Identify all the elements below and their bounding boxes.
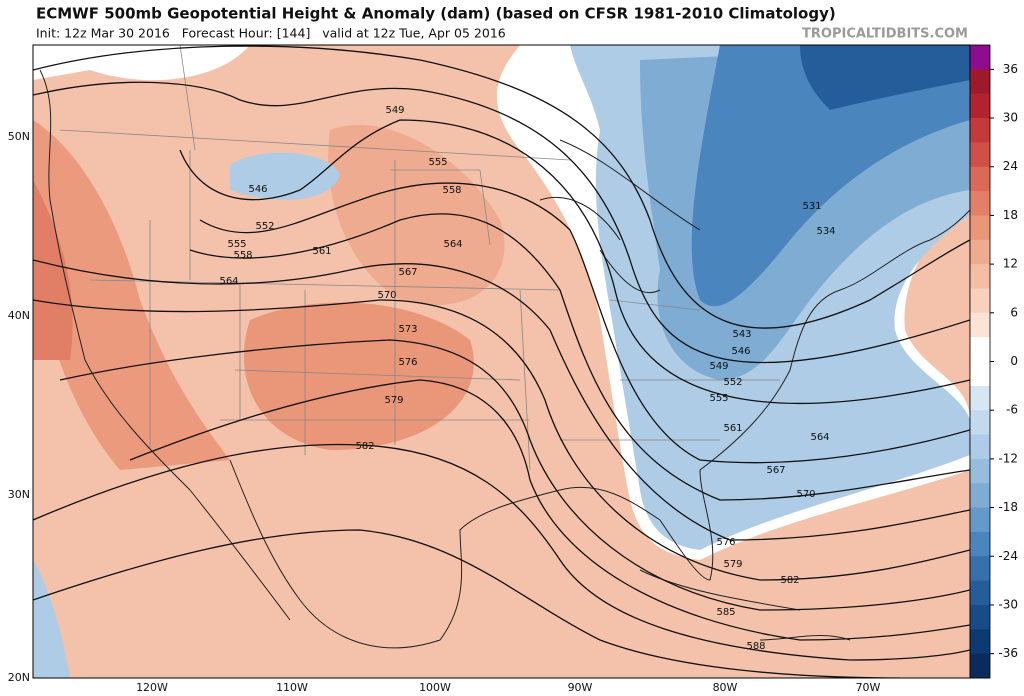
colorbar-tick-label: 36: [1003, 62, 1018, 76]
contour-label: 552: [723, 377, 742, 388]
longitude-label: 120W: [136, 681, 168, 694]
colorbar-segment: [970, 142, 990, 168]
height-contours: [33, 45, 970, 678]
contour-label: 531: [802, 201, 821, 212]
longitude-label: 90W: [568, 681, 593, 694]
contour-label: 579: [384, 395, 403, 406]
contour-label: 552: [255, 221, 274, 232]
colorbar-tick-label: -18: [998, 500, 1018, 514]
coastline: [39, 69, 970, 649]
longitude-label: 70W: [856, 681, 881, 694]
colorbar-tick-label: 12: [1003, 257, 1018, 271]
colorbar-segment: [970, 288, 990, 314]
colorbar-segment: [970, 556, 990, 582]
subtitle: Init: 12z Mar 30 2016 Forecast Hour: [14…: [36, 26, 506, 41]
colorbar-segment: [970, 507, 990, 533]
colorbar-segment: [970, 385, 990, 411]
colorbar-tick-label: 24: [1003, 159, 1018, 173]
anomaly-neutral: [33, 45, 250, 81]
contour-label: 546: [248, 184, 267, 195]
colorbar-tick-label: 6: [1010, 305, 1018, 319]
contour-label: 558: [442, 185, 461, 196]
colorbar-segment: [970, 653, 990, 679]
watermark: TROPICALTIDBITS.COM: [802, 27, 968, 42]
contour-label: 534: [816, 226, 835, 237]
colorbar-tick-label: -30: [998, 597, 1018, 611]
colorbar-segment: [970, 483, 990, 509]
latitude-label: 30N: [8, 488, 30, 501]
colorbar-tick-label: -24: [998, 549, 1018, 563]
colorbar-segment: [970, 410, 990, 436]
latitude-label: 50N: [8, 130, 30, 143]
colorbar-segment: [970, 337, 990, 362]
contour-label: 582: [780, 575, 799, 586]
colorbar-segment: [970, 69, 990, 95]
contour-label: 570: [796, 489, 815, 500]
anomaly-cold: [800, 45, 970, 110]
map: [33, 45, 970, 678]
colorbar-segment: [970, 264, 990, 289]
colorbar-segment: [970, 93, 990, 119]
anomaly-warm: [243, 302, 474, 450]
contour-label: 561: [312, 246, 331, 257]
colorbar-tick-label: 18: [1003, 208, 1018, 222]
latitude-label: 20N: [8, 671, 30, 684]
contour-label: 588: [746, 641, 765, 652]
anomaly-cool: [33, 560, 70, 678]
contour-label: 564: [810, 432, 829, 443]
title: ECMWF 500mb Geopotential Height & Anomal…: [36, 5, 836, 23]
anomaly-warm: [328, 124, 505, 306]
colorbar-segment: [970, 215, 990, 241]
contour-label: 555: [227, 239, 246, 250]
colorbar-tick-label: 30: [1003, 111, 1018, 125]
longitude-label: 80W: [713, 681, 738, 694]
contour-label: 576: [398, 357, 417, 368]
colorbar-segment: [970, 531, 990, 557]
colorbar-tick-label: -36: [998, 646, 1018, 660]
colorbar-segment: [970, 434, 990, 460]
colorbar-tick-label: -12: [998, 451, 1018, 465]
anomaly-warm: [33, 120, 230, 470]
anomaly-warm: [33, 180, 73, 360]
contour-label: 549: [385, 105, 404, 116]
contour-label: 576: [716, 537, 735, 548]
contour-label: 564: [219, 276, 238, 287]
colorbar-segment: [970, 191, 990, 216]
contour-label: 582: [355, 441, 374, 452]
colorbar-tick-label: 0: [1010, 354, 1018, 368]
colorbar-tick-label: -6: [1006, 403, 1018, 417]
contour-label: 555: [428, 157, 447, 168]
colorbar-segment: [970, 45, 990, 70]
anomaly-cold: [691, 45, 970, 307]
latitude-label: 40N: [8, 309, 30, 322]
contour-label: 567: [398, 267, 417, 278]
colorbar-segment: [970, 361, 990, 387]
longitude-label: 110W: [276, 681, 308, 694]
colorbar-segment: [970, 458, 990, 484]
contour-label: 555: [709, 393, 728, 404]
contour-label: 561: [723, 423, 742, 434]
contour-label: 573: [398, 324, 417, 335]
anomaly-cool: [230, 152, 340, 200]
colorbar-segment: [970, 580, 990, 606]
longitude-label: 100W: [419, 681, 451, 694]
contour-label: 567: [766, 465, 785, 476]
colorbar-segment: [970, 629, 990, 655]
contour-label: 546: [731, 346, 750, 357]
colorbar-segment: [970, 239, 990, 265]
borders: [59, 45, 780, 471]
contour-label: 564: [443, 239, 462, 250]
contour-label: 558: [233, 250, 252, 261]
contour-label: 579: [723, 559, 742, 570]
contour-label: 570: [377, 290, 396, 301]
contour-label: 543: [732, 329, 751, 340]
colorbar-segment: [970, 604, 990, 630]
contour-label: 585: [716, 607, 735, 618]
contour-label: 549: [709, 361, 728, 372]
colorbar-segment: [970, 166, 990, 192]
colorbar-segment: [970, 118, 990, 143]
colorbar-segment: [970, 312, 990, 338]
